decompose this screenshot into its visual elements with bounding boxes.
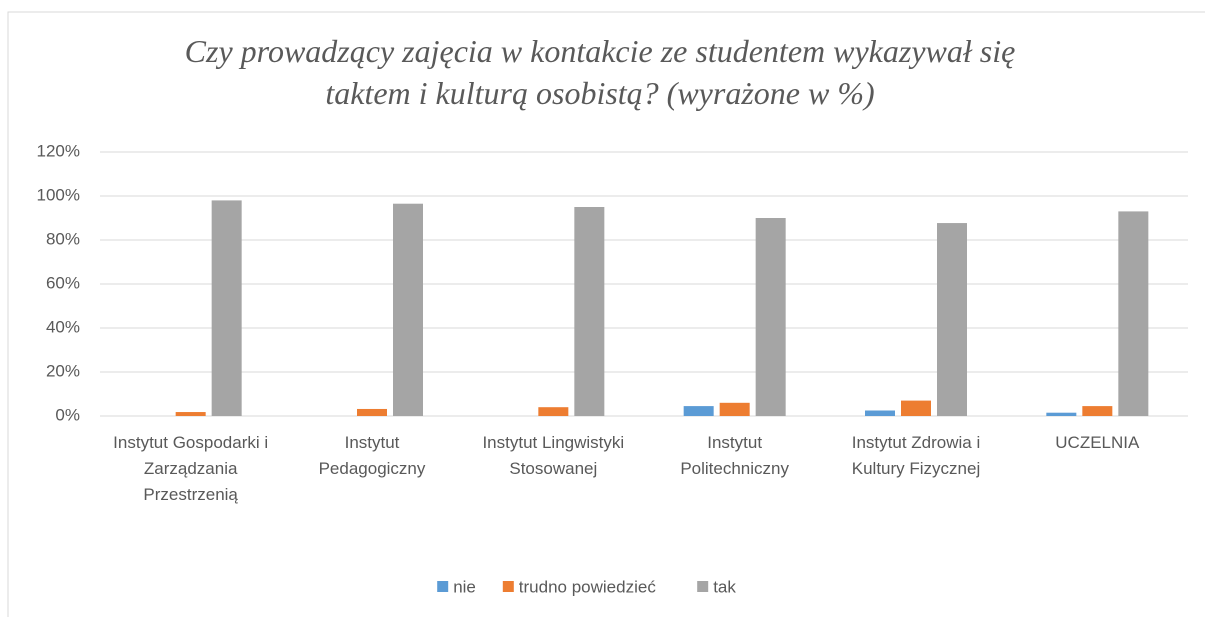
bar <box>1082 406 1113 416</box>
chart-frame <box>7 11 1205 617</box>
bar <box>937 223 967 416</box>
y-tick-label: 100% <box>37 185 80 204</box>
x-tick-label: Instytut Pedagogiczny <box>318 433 426 478</box>
y-tick-label: 20% <box>46 361 80 380</box>
x-tick-label: Instytut Gospodarki i Zarządzania Przest… <box>113 433 269 504</box>
bar <box>719 402 750 416</box>
legend-label: nie <box>453 577 476 596</box>
bar <box>755 218 786 416</box>
x-tick-label: Instytut Politechniczny <box>680 433 789 478</box>
legend-label: trudno powiedzieć <box>519 577 657 596</box>
bar <box>574 207 605 416</box>
legend-swatch <box>502 581 514 592</box>
legend-swatch <box>697 581 709 592</box>
bar <box>1118 211 1149 416</box>
bar <box>1046 412 1077 416</box>
x-tick-label: UCZELNIA <box>1055 433 1140 452</box>
y-tick-label: 120% <box>37 141 80 160</box>
bar <box>175 412 206 416</box>
y-tick-label: 60% <box>46 273 80 292</box>
x-tick-label: Instytut Zdrowia i Kultury Fizycznej <box>851 433 981 478</box>
bar <box>683 406 714 416</box>
bar <box>538 407 569 416</box>
chart-title: Czy prowadzący zajęcia w kontakcie ze st… <box>184 33 1016 111</box>
x-tick-label: Instytut Lingwistyki Stosowanej <box>482 433 625 478</box>
legend-swatch <box>437 581 449 592</box>
bar <box>393 203 423 416</box>
y-tick-label: 0% <box>55 405 80 424</box>
y-tick-label: 40% <box>46 317 80 336</box>
bar <box>865 410 895 416</box>
bar <box>357 408 387 416</box>
bar <box>901 400 931 416</box>
y-tick-label: 80% <box>46 229 80 248</box>
legend-label: tak <box>713 577 736 596</box>
bar <box>211 200 242 416</box>
